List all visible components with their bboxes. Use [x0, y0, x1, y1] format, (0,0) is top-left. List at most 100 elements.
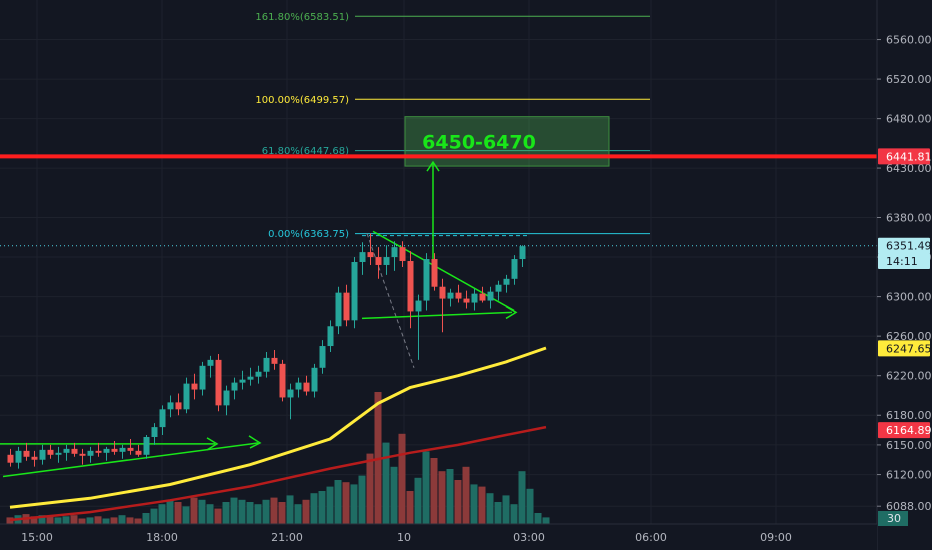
- time-axis-panel: [0, 524, 877, 550]
- volume-bar: [86, 517, 94, 524]
- price-tick-label: 6300.00: [886, 291, 932, 304]
- candle-body: [47, 449, 54, 455]
- price-tick-label: 6260.00: [886, 330, 932, 343]
- volume-bar: [526, 488, 534, 524]
- volume-bar: [286, 495, 294, 524]
- volume-bar: [486, 493, 494, 524]
- candle-body: [143, 436, 150, 455]
- volume-bar: [254, 504, 262, 524]
- candle-body: [207, 359, 214, 366]
- volume-bar: [422, 451, 430, 524]
- volume-bar: [438, 471, 446, 524]
- volume-bar: [318, 491, 326, 524]
- volume-bar: [246, 502, 254, 524]
- price-tick-label: 6120.00: [886, 469, 932, 482]
- time-tick-label: 10: [397, 531, 411, 544]
- volume-bar: [126, 517, 134, 524]
- volume-bar: [198, 499, 206, 524]
- volume-bar: [134, 518, 142, 524]
- moving-averages: [9, 346, 547, 522]
- volume-bar: [70, 515, 78, 524]
- volume-bar: [510, 504, 518, 524]
- price-tick-label: 6480.00: [886, 113, 932, 126]
- price-tick-label: 6220.00: [886, 370, 932, 383]
- fib-level-label: 100.00%(6499.57): [255, 95, 349, 106]
- candle-body: [79, 453, 86, 456]
- price-tick-label: 6430.00: [886, 162, 932, 175]
- price-tick-label: 6150.00: [886, 439, 932, 452]
- candle-body: [455, 292, 462, 299]
- candle-body: [231, 382, 238, 391]
- volume-bar: [358, 475, 366, 524]
- candle-body: [487, 291, 494, 301]
- candle-body: [135, 450, 142, 455]
- candle-body: [183, 383, 190, 410]
- candle-body: [391, 247, 398, 258]
- volume-bar: [430, 458, 438, 524]
- volume-bar: [326, 486, 334, 524]
- price-badge: [878, 253, 930, 270]
- candle-body: [471, 293, 478, 303]
- volume-bar: [342, 482, 350, 524]
- volume-bar: [46, 516, 54, 524]
- volume-bar: [166, 499, 174, 524]
- volume-bar: [262, 499, 270, 524]
- candle-body: [175, 402, 182, 410]
- volume-bar: [294, 504, 302, 524]
- volume-bar: [462, 466, 470, 524]
- fib-level-label: 161.80%(6583.51): [255, 12, 349, 23]
- target-zone-label: 6450-6470: [422, 131, 536, 153]
- price-badge-label: 6351.49: [886, 240, 932, 253]
- candle-body: [119, 447, 126, 452]
- candle-body: [463, 298, 470, 303]
- candle-body: [327, 326, 334, 347]
- volume-bar: [494, 502, 502, 524]
- candle-body: [87, 450, 94, 456]
- volume-bar: [414, 477, 422, 524]
- candle-body: [335, 292, 342, 327]
- moving-average-fast-line: [9, 425, 547, 522]
- candle-body: [223, 390, 230, 406]
- volume-bar: [102, 518, 110, 524]
- candle-body: [191, 383, 198, 390]
- candle-body: [287, 389, 294, 398]
- volume-bar: [118, 515, 126, 524]
- volume-bar: [350, 484, 358, 524]
- candle-body: [199, 365, 206, 390]
- candle-body: [511, 259, 518, 279]
- time-axis: 15:00 18:00 21:00 10 03:00 06:00 09:00: [0, 523, 877, 550]
- candle-body: [39, 449, 46, 460]
- volume-bar: [142, 513, 150, 524]
- volume-bar: [214, 508, 222, 524]
- candle-body: [503, 278, 510, 285]
- volume-bar: [334, 480, 342, 524]
- candle-body: [247, 376, 254, 380]
- candle-body: [495, 284, 502, 292]
- candle-body: [31, 456, 38, 460]
- fib-level-label: 0.00%(6363.75): [268, 229, 349, 240]
- price-tick-label: 6380.00: [886, 212, 932, 225]
- volume-bar: [302, 499, 310, 524]
- volume-bar: [398, 433, 406, 524]
- flag-lower-line: [2, 442, 259, 478]
- candles: [0, 233, 877, 469]
- candle-body: [399, 247, 406, 262]
- volume-bar: [110, 517, 118, 524]
- triangle-arrow-head: [505, 305, 518, 320]
- flag-lower-arrow-head: [248, 435, 262, 449]
- price-tick-label: 6180.00: [886, 409, 932, 422]
- candle-body: [423, 259, 430, 301]
- candle-body: [127, 447, 134, 451]
- volume-bar: [150, 508, 158, 524]
- volume-bar: [6, 517, 14, 524]
- volume-bar: [38, 515, 46, 524]
- fibonacci-levels: 161.80%(6583.51) 100.00%(6499.57) 61.80%(6…: [255, 12, 650, 368]
- time-tick-label: 18:00: [146, 531, 178, 544]
- fib-level-label: 61.80%(6447.68): [262, 146, 349, 157]
- price-badge-label: 6441.81: [886, 150, 932, 163]
- time-tick-label: 09:00: [760, 531, 792, 544]
- candle-body: [351, 262, 358, 321]
- volume-bar: [270, 497, 278, 524]
- candle-body: [415, 300, 422, 312]
